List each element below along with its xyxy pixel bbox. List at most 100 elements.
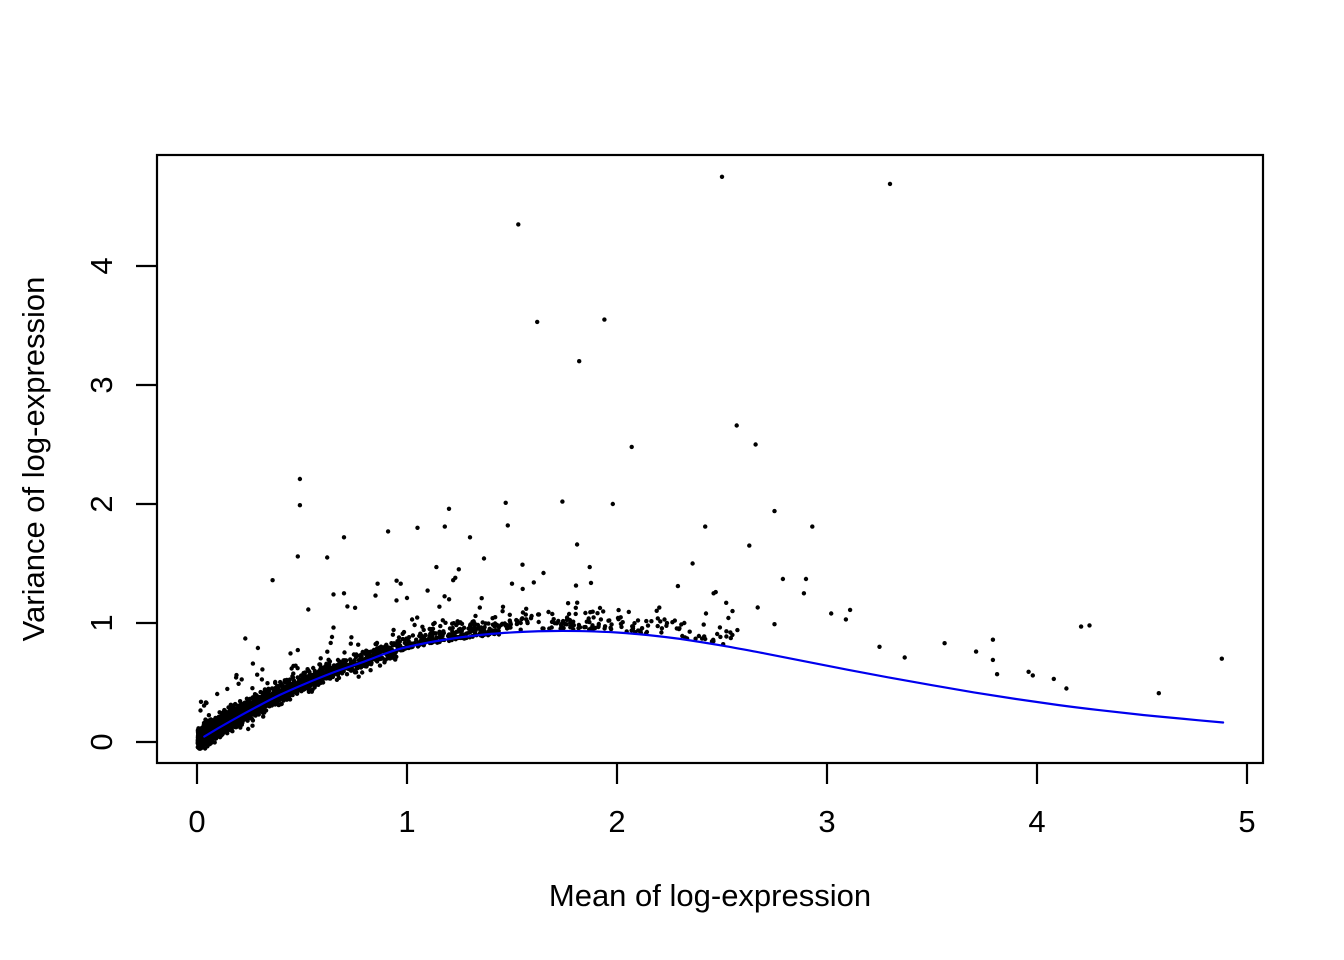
data-point bbox=[717, 625, 723, 630]
data-point bbox=[333, 663, 338, 668]
data-point bbox=[659, 630, 664, 635]
data-point bbox=[384, 647, 389, 652]
data-point bbox=[529, 613, 534, 619]
data-point bbox=[195, 741, 201, 746]
data-point bbox=[342, 650, 347, 655]
data-point bbox=[198, 708, 203, 713]
data-point bbox=[772, 622, 777, 627]
data-point bbox=[236, 681, 241, 686]
data-point bbox=[356, 674, 361, 679]
data-point bbox=[1087, 623, 1092, 628]
x-tick-label-4: 4 bbox=[1028, 804, 1045, 839]
data-point bbox=[458, 628, 463, 633]
data-point bbox=[288, 691, 293, 697]
data-point bbox=[378, 644, 384, 649]
data-point bbox=[696, 633, 702, 639]
data-point bbox=[902, 655, 907, 660]
data-point bbox=[398, 581, 403, 586]
data-point bbox=[364, 648, 369, 653]
y-axis-tick-labels: 0 1 2 3 4 bbox=[84, 257, 119, 750]
data-point bbox=[703, 611, 709, 616]
data-point bbox=[373, 593, 378, 598]
data-point bbox=[455, 619, 460, 624]
data-point bbox=[406, 635, 412, 640]
data-point bbox=[644, 618, 649, 624]
x-axis-tick-labels: 0 1 2 3 4 5 bbox=[188, 804, 1255, 839]
data-point bbox=[479, 596, 484, 601]
data-point bbox=[351, 659, 356, 665]
data-point bbox=[368, 668, 373, 673]
data-point bbox=[520, 586, 525, 592]
data-point bbox=[573, 611, 578, 617]
data-point bbox=[550, 611, 555, 617]
data-point bbox=[258, 689, 263, 695]
data-point bbox=[306, 607, 311, 612]
data-point bbox=[198, 746, 203, 751]
data-point bbox=[306, 684, 311, 690]
data-point bbox=[418, 631, 423, 636]
data-point bbox=[245, 712, 251, 718]
data-point bbox=[341, 591, 347, 596]
data-point bbox=[596, 623, 601, 629]
data-point bbox=[434, 564, 439, 570]
data-point bbox=[505, 523, 510, 528]
data-point bbox=[331, 625, 336, 630]
data-point bbox=[780, 576, 786, 582]
data-point bbox=[237, 699, 243, 704]
data-point bbox=[616, 607, 621, 613]
data-point bbox=[536, 619, 541, 625]
data-point bbox=[198, 699, 204, 704]
data-point bbox=[325, 555, 330, 560]
data-point bbox=[500, 604, 506, 609]
data-point bbox=[518, 627, 523, 632]
data-point bbox=[216, 716, 222, 721]
data-point bbox=[450, 625, 455, 631]
data-point bbox=[657, 605, 662, 610]
data-point bbox=[450, 632, 456, 637]
data-point bbox=[573, 583, 579, 588]
data-point bbox=[626, 609, 631, 615]
data-point bbox=[609, 622, 614, 627]
data-point bbox=[281, 698, 286, 703]
data-point bbox=[412, 622, 417, 628]
data-point bbox=[655, 623, 660, 629]
data-point bbox=[207, 742, 212, 747]
data-point bbox=[503, 500, 508, 505]
data-point bbox=[810, 524, 815, 529]
data-point bbox=[344, 672, 350, 677]
data-point bbox=[237, 705, 242, 710]
data-point bbox=[402, 637, 408, 642]
data-point bbox=[514, 617, 519, 623]
data-point bbox=[246, 726, 251, 732]
data-point bbox=[439, 631, 444, 636]
technical-trend-curve bbox=[203, 629, 1225, 738]
data-point bbox=[649, 619, 654, 624]
data-point bbox=[406, 639, 411, 644]
data-point bbox=[473, 613, 478, 619]
data-point bbox=[724, 600, 729, 605]
data-point bbox=[473, 628, 478, 634]
data-point bbox=[438, 623, 443, 629]
data-point bbox=[213, 715, 218, 721]
data-point bbox=[291, 663, 296, 669]
data-point bbox=[584, 619, 589, 624]
data-point bbox=[446, 597, 452, 602]
data-point bbox=[509, 581, 515, 586]
y-tick-label-4: 4 bbox=[84, 257, 119, 274]
data-point bbox=[202, 746, 208, 751]
data-point bbox=[577, 359, 582, 364]
data-point bbox=[508, 620, 513, 625]
data-point bbox=[490, 616, 495, 621]
data-point bbox=[354, 652, 359, 657]
data-point bbox=[659, 626, 665, 631]
data-point bbox=[206, 736, 211, 742]
data-point bbox=[454, 622, 459, 628]
data-point bbox=[419, 636, 424, 642]
data-point bbox=[573, 605, 578, 610]
data-point bbox=[198, 726, 203, 731]
data-point bbox=[212, 740, 217, 745]
data-point bbox=[301, 672, 306, 677]
data-point bbox=[390, 655, 395, 660]
data-point bbox=[328, 666, 333, 671]
data-point bbox=[560, 499, 565, 504]
